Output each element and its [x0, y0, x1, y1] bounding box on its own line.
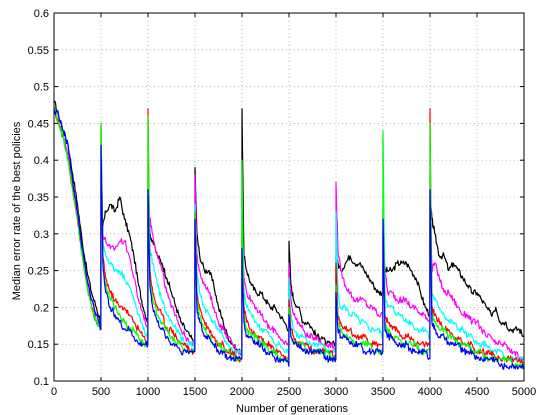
y-tick-label: 0.4 [34, 155, 49, 167]
y-tick-label: 0.2 [34, 302, 49, 314]
tick-labels: 0 500 1000 1500 2000 2500 3000 3500 4000 4500 5000… [28, 8, 537, 398]
x-axis-label: Number of generations [236, 403, 348, 415]
y-tick-label: 0.55 [28, 45, 49, 57]
y-tick-label: 0.3 [34, 229, 49, 241]
y-tick-label: 0.1 [34, 376, 49, 388]
x-tick-label: 4500 [465, 386, 489, 398]
x-tick-label: 500 [92, 386, 110, 398]
x-tick-label: 3500 [371, 386, 395, 398]
y-tick-label: 0.25 [28, 266, 49, 278]
plot-lines [53, 100, 525, 370]
y-tick-label: 0.15 [28, 339, 49, 351]
x-tick-label: 3000 [324, 386, 348, 398]
y-axis-label: Median error rate of the best policies [11, 121, 23, 300]
x-tick-label: 0 [51, 386, 57, 398]
series-line-5 [53, 108, 525, 370]
x-tick-label: 5000 [512, 386, 536, 398]
x-tick-label: 2500 [277, 386, 301, 398]
x-tick-label: 1000 [136, 386, 160, 398]
x-tick-label: 1500 [183, 386, 207, 398]
ticks [53, 12, 525, 382]
x-tick-label: 4000 [418, 386, 442, 398]
y-tick-label: 0.45 [28, 118, 49, 130]
y-tick-label: 0.6 [34, 8, 49, 20]
x-tick-label: 2000 [230, 386, 254, 398]
y-tick-label: 0.35 [28, 192, 49, 204]
y-tick-label: 0.5 [34, 82, 49, 94]
